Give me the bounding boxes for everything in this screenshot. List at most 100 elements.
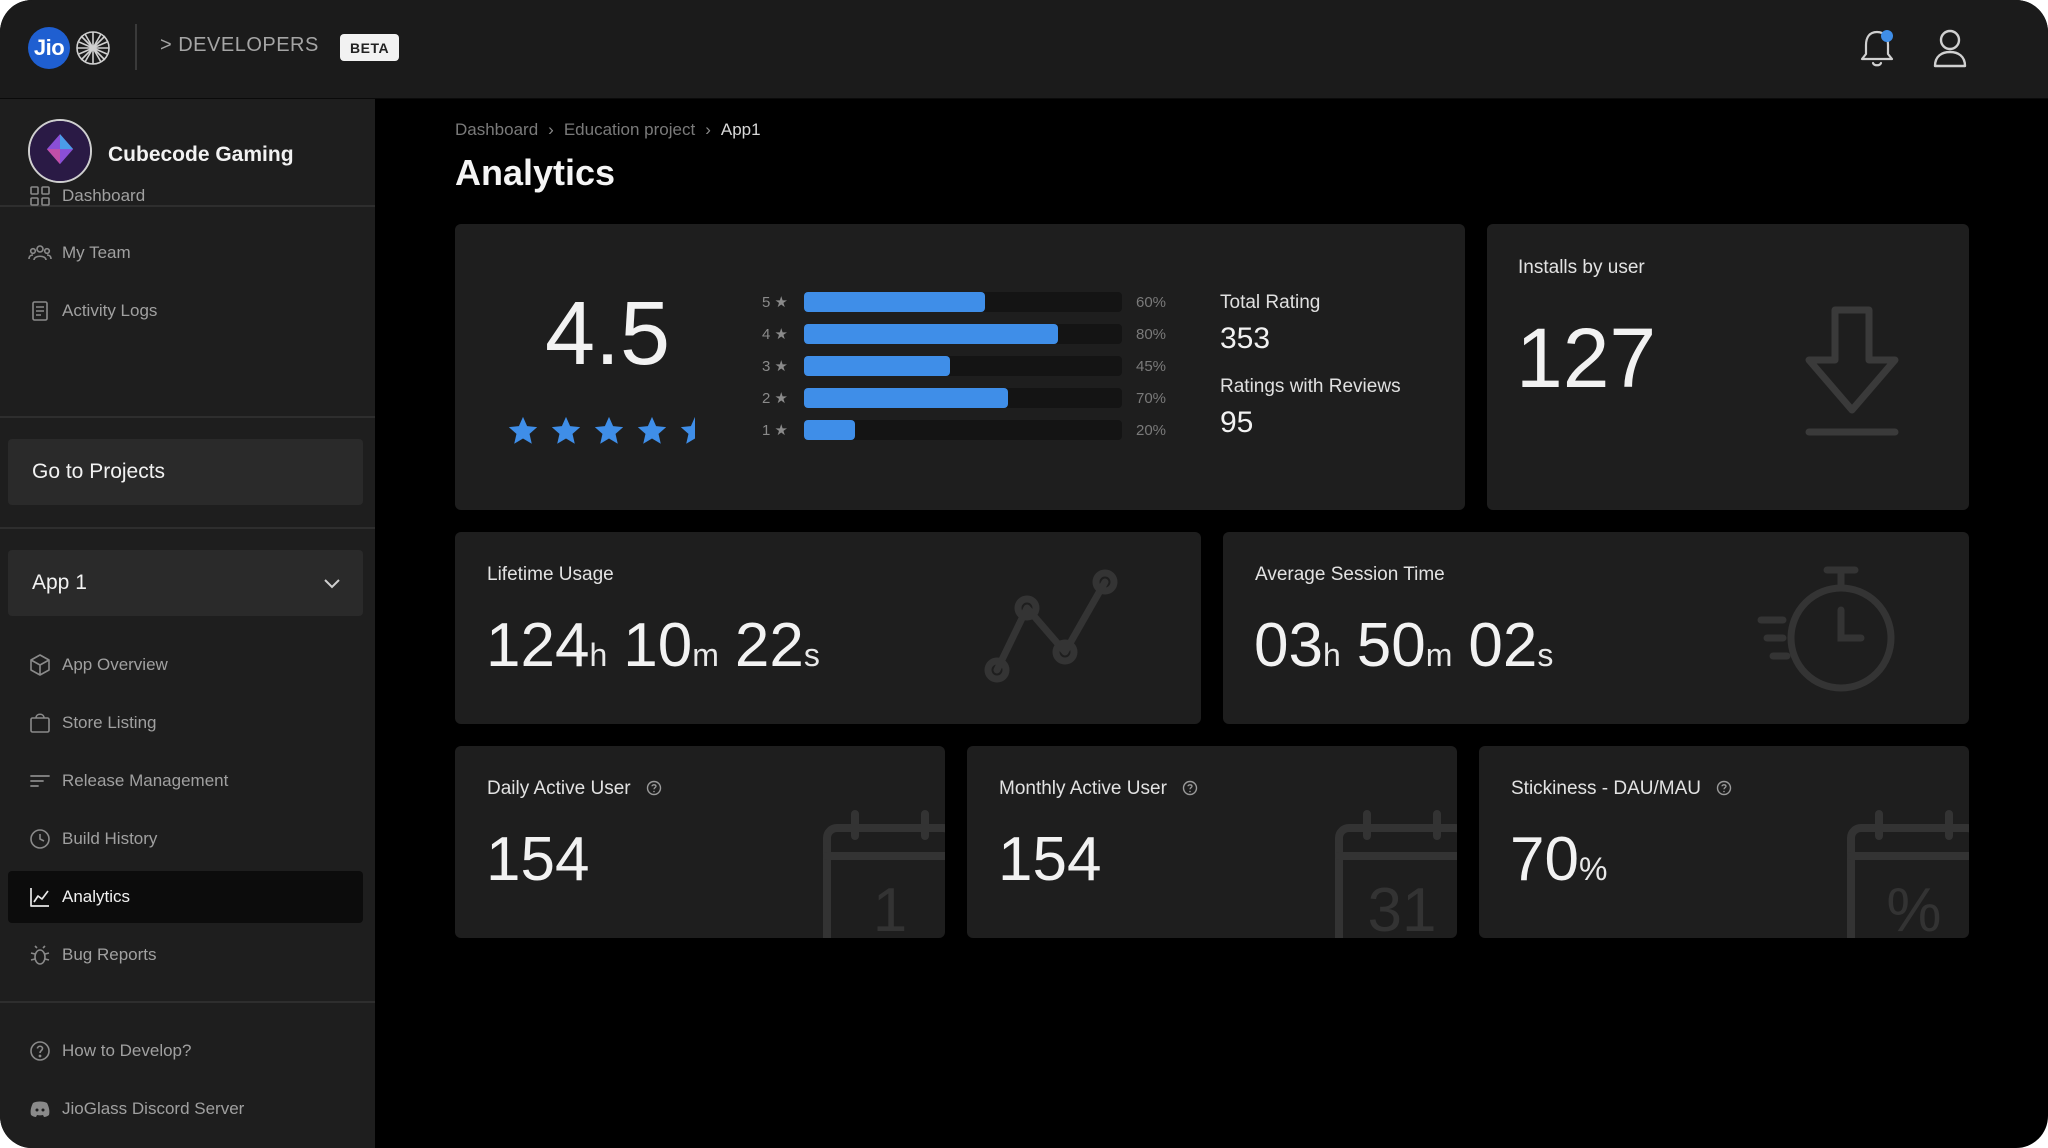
calendar-icon: 1 xyxy=(823,810,945,938)
rating-distribution-row: 1 ★ 20% xyxy=(762,418,1166,442)
rating-percent-label: 60% xyxy=(1136,293,1167,311)
release-icon xyxy=(30,775,50,787)
rating-percent-label: 70% xyxy=(1136,389,1167,407)
sidebar-item-how-to-develop[interactable]: How to Develop? xyxy=(8,1025,363,1077)
installs-value: 127 xyxy=(1516,311,1657,405)
sidebar-item-bug-reports[interactable]: Bug Reports xyxy=(8,929,363,981)
stickiness-label-row: Stickiness - DAU/MAU xyxy=(1511,778,1732,800)
log-icon xyxy=(32,301,48,321)
minutes-value: 10 xyxy=(623,611,693,680)
lifetime-usage-card xyxy=(455,532,1201,724)
jio-logo[interactable]: Jio xyxy=(28,27,70,69)
rating-distribution-row: 5 ★ 60% xyxy=(762,290,1166,314)
hours-unit: h xyxy=(1322,637,1341,673)
rating-percent-label: 45% xyxy=(1136,357,1167,375)
lifetime-usage-label: Lifetime Usage xyxy=(487,564,614,585)
sidebar-item-label: Store Listing xyxy=(62,713,157,732)
mau-label: Monthly Active User xyxy=(999,778,1167,799)
rating-percent-label: 20% xyxy=(1136,421,1167,439)
mau-label-row: Monthly Active User xyxy=(999,778,1198,800)
stickiness-value: 70% xyxy=(1510,824,1623,895)
go-to-projects-label: Go to Projects xyxy=(32,460,166,483)
team-icon xyxy=(28,245,52,261)
stickiness-card: % xyxy=(1479,746,1969,938)
star-rating xyxy=(506,414,721,448)
sidebar-item-activity-logs[interactable]: Activity Logs xyxy=(8,285,363,337)
breadcrumb-dashboard[interactable]: Dashboard xyxy=(455,120,539,139)
top-bar: Jio > DEVELOPERS BETA xyxy=(0,0,2048,99)
seconds-value: 02 xyxy=(1468,611,1538,680)
rating-distribution-row: 4 ★ 80% xyxy=(762,322,1166,346)
sidebar-item-store-listing[interactable]: Store Listing xyxy=(8,697,363,749)
sidebar-item-label: Bug Reports xyxy=(62,945,157,964)
monthly-active-user-card: 31 xyxy=(967,746,1457,938)
stickiness-unit: % xyxy=(1578,851,1608,887)
rating-bar-track xyxy=(804,292,1122,312)
discord-icon xyxy=(30,1101,50,1117)
rating-distribution-row: 2 ★ 70% xyxy=(762,386,1166,410)
average-session-value: 03h 50m 02s xyxy=(1254,610,1569,681)
rating-star-label: 5 ★ xyxy=(762,294,788,311)
sidebar-item-release-management[interactable]: Release Management xyxy=(8,755,363,807)
stickiness-number: 70 xyxy=(1510,825,1579,894)
stickiness-label: Stickiness - DAU/MAU xyxy=(1511,778,1702,799)
rating-percent-label: 80% xyxy=(1136,325,1167,343)
user-profile-icon[interactable] xyxy=(1930,26,1970,70)
star-icon xyxy=(680,416,710,444)
info-help-icon[interactable] xyxy=(646,780,662,796)
total-rating-label: Total Rating xyxy=(1220,292,1321,313)
sidebar-item-discord-server[interactable]: JioGlass Discord Server xyxy=(8,1083,363,1135)
org-header[interactable]: Cubecode Gaming xyxy=(0,99,375,207)
hours-value: 124 xyxy=(486,611,590,680)
chart-icon xyxy=(30,888,49,907)
calendar-percent-icon: % xyxy=(1847,810,1969,938)
star-icon xyxy=(637,416,667,444)
app-selector-dropdown[interactable]: App 1 xyxy=(8,550,363,616)
sidebar-item-build-history[interactable]: Build History xyxy=(8,813,363,865)
dau-label: Daily Active User xyxy=(487,778,631,799)
rating-bar-fill xyxy=(804,356,951,376)
sidebar-item-analytics[interactable]: Analytics xyxy=(8,871,363,923)
cube-icon xyxy=(30,654,50,676)
go-to-projects-button[interactable]: Go to Projects xyxy=(8,439,363,505)
chevron-right-icon: › xyxy=(705,120,711,139)
rating-bar-fill xyxy=(804,388,1008,408)
rating-bar-fill xyxy=(804,324,1059,344)
breadcrumb-education-project[interactable]: Education project xyxy=(563,120,696,139)
rating-bar-track xyxy=(804,324,1122,344)
developers-label[interactable]: > DEVELOPERS xyxy=(160,34,319,56)
total-rating-value: 353 xyxy=(1220,322,1271,355)
sidebar-divider xyxy=(0,1001,375,1003)
rating-bar-track xyxy=(804,356,1122,376)
chevron-down-icon xyxy=(324,579,340,589)
notification-bell-icon[interactable] xyxy=(1857,26,1897,70)
jioglass-mesh-icon xyxy=(76,31,110,65)
sidebar-item-label: App Overview xyxy=(62,655,168,674)
seconds-value: 22 xyxy=(734,611,804,680)
rating-bar-track xyxy=(804,388,1122,408)
info-help-icon[interactable] xyxy=(1716,780,1732,796)
header-divider xyxy=(135,24,137,70)
sidebar-item-label: My Team xyxy=(62,243,131,262)
breadcrumb: Dashboard › Education project › App1 xyxy=(455,120,761,140)
sidebar-item-dashboard[interactable]: Dashboard xyxy=(8,170,363,222)
average-rating-value: 4.5 xyxy=(545,284,671,384)
bag-icon xyxy=(30,713,50,733)
sidebar-item-my-team[interactable]: My Team xyxy=(8,227,363,279)
org-avatar xyxy=(28,119,92,183)
sidebar-item-label: Release Management xyxy=(62,771,229,790)
grid-icon xyxy=(30,186,50,206)
sidebar-item-label: Dashboard xyxy=(62,186,146,205)
calendar-day-text: 1 xyxy=(873,876,907,938)
minutes-unit: m xyxy=(1425,637,1453,673)
rating-star-label: 3 ★ xyxy=(762,358,788,375)
rating-star-label: 4 ★ xyxy=(762,326,788,343)
sidebar-item-app-overview[interactable]: App Overview xyxy=(8,639,363,691)
rating-bar-fill xyxy=(804,420,855,440)
cubecode-logo-icon xyxy=(30,121,90,181)
installs-card xyxy=(1487,224,1969,510)
info-help-icon[interactable] xyxy=(1182,780,1198,796)
sidebar-item-label: Activity Logs xyxy=(62,301,158,320)
beta-badge: BETA xyxy=(340,34,400,61)
